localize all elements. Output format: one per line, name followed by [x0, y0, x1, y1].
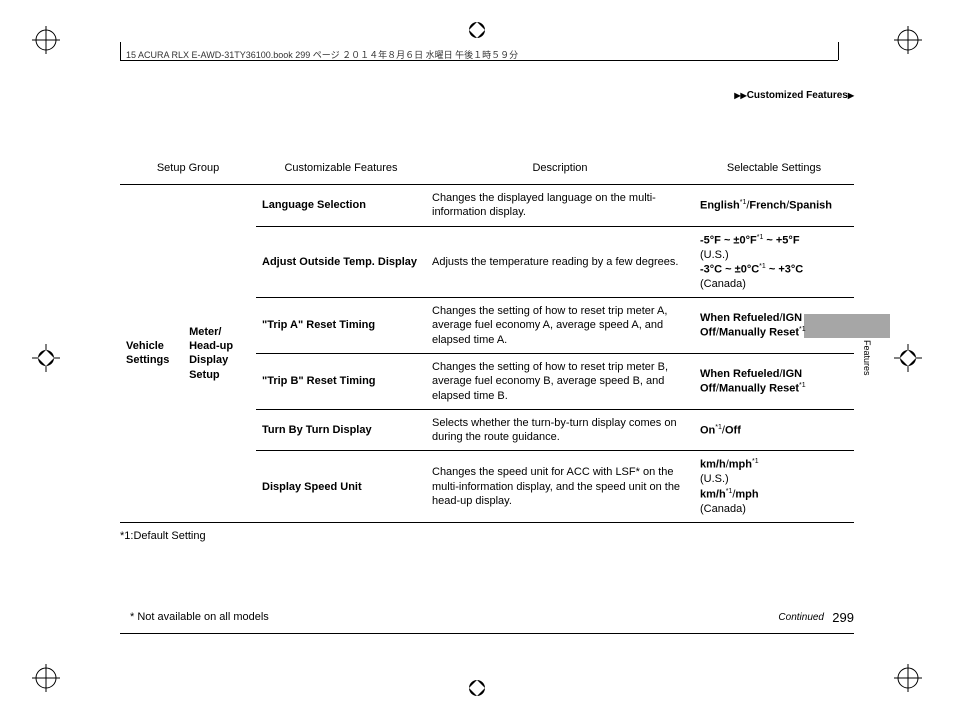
settings-cell: When Refueled/IGN Off/Manually Reset*1 — [694, 353, 854, 409]
description-cell: Changes the setting of how to reset trip… — [426, 298, 694, 354]
description-cell: Selects whether the turn-by-turn display… — [426, 409, 694, 451]
crop-mark-icon — [32, 664, 60, 692]
column-header-group: Setup Group — [120, 156, 256, 185]
settings-table-container: Setup Group Customizable Features Descri… — [120, 156, 854, 523]
footnote-models: * Not available on all models — [130, 611, 269, 623]
feature-cell: "Trip A" Reset Timing — [256, 298, 426, 354]
header-rule — [120, 60, 838, 61]
crop-mark-icon — [894, 344, 922, 372]
footnote-default: *1:Default Setting — [120, 530, 206, 542]
settings-cell: km/h/mph*1(U.S.)km/h*1/mph(Canada) — [694, 451, 854, 523]
description-cell: Changes the speed unit for ACC with LSF*… — [426, 451, 694, 523]
continued-label: Continued — [778, 612, 824, 623]
group-cell: Vehicle Settings — [120, 185, 183, 523]
settings-cell: When Refueled/IGN Off/Manually Reset*1 — [694, 298, 854, 354]
crop-mark-icon — [894, 26, 922, 54]
triangle-icon: ▶▶ — [734, 91, 746, 100]
crop-mark-icon — [894, 664, 922, 692]
feature-cell: Turn By Turn Display — [256, 409, 426, 451]
breadcrumb: ▶▶Customized Features▶ — [734, 90, 854, 101]
crop-mark-icon — [463, 674, 491, 702]
triangle-icon: ▶ — [848, 91, 854, 100]
settings-cell: -5°F ~ ±0°F*1 ~ +5°F(U.S.)-3°C ~ ±0°C*1 … — [694, 226, 854, 298]
settings-cell: On*1/Off — [694, 409, 854, 451]
settings-cell: English*1/French/Spanish — [694, 185, 854, 227]
feature-cell: Display Speed Unit — [256, 451, 426, 523]
description-cell: Changes the displayed language on the mu… — [426, 185, 694, 227]
footer-rule — [120, 633, 854, 634]
section-tab-label: Features — [862, 340, 872, 376]
subgroup-cell: Meter/ Head-up Display Setup — [183, 185, 256, 523]
description-cell: Changes the setting of how to reset trip… — [426, 353, 694, 409]
table-row: Vehicle Settings Meter/ Head-up Display … — [120, 185, 854, 227]
crop-mark-icon — [32, 26, 60, 54]
description-cell: Adjusts the temperature reading by a few… — [426, 226, 694, 298]
column-header-settings: Selectable Settings — [694, 156, 854, 185]
crop-mark-icon — [463, 16, 491, 44]
feature-cell: Language Selection — [256, 185, 426, 227]
breadcrumb-label: Customized Features — [747, 90, 848, 101]
feature-cell: Adjust Outside Temp. Display — [256, 226, 426, 298]
column-header-features: Customizable Features — [256, 156, 426, 185]
feature-cell: "Trip B" Reset Timing — [256, 353, 426, 409]
column-header-description: Description — [426, 156, 694, 185]
header-tick — [838, 42, 839, 60]
page-number: 299 — [832, 610, 854, 625]
header-tick — [120, 42, 121, 60]
crop-mark-icon — [32, 344, 60, 372]
settings-table: Setup Group Customizable Features Descri… — [120, 156, 854, 523]
